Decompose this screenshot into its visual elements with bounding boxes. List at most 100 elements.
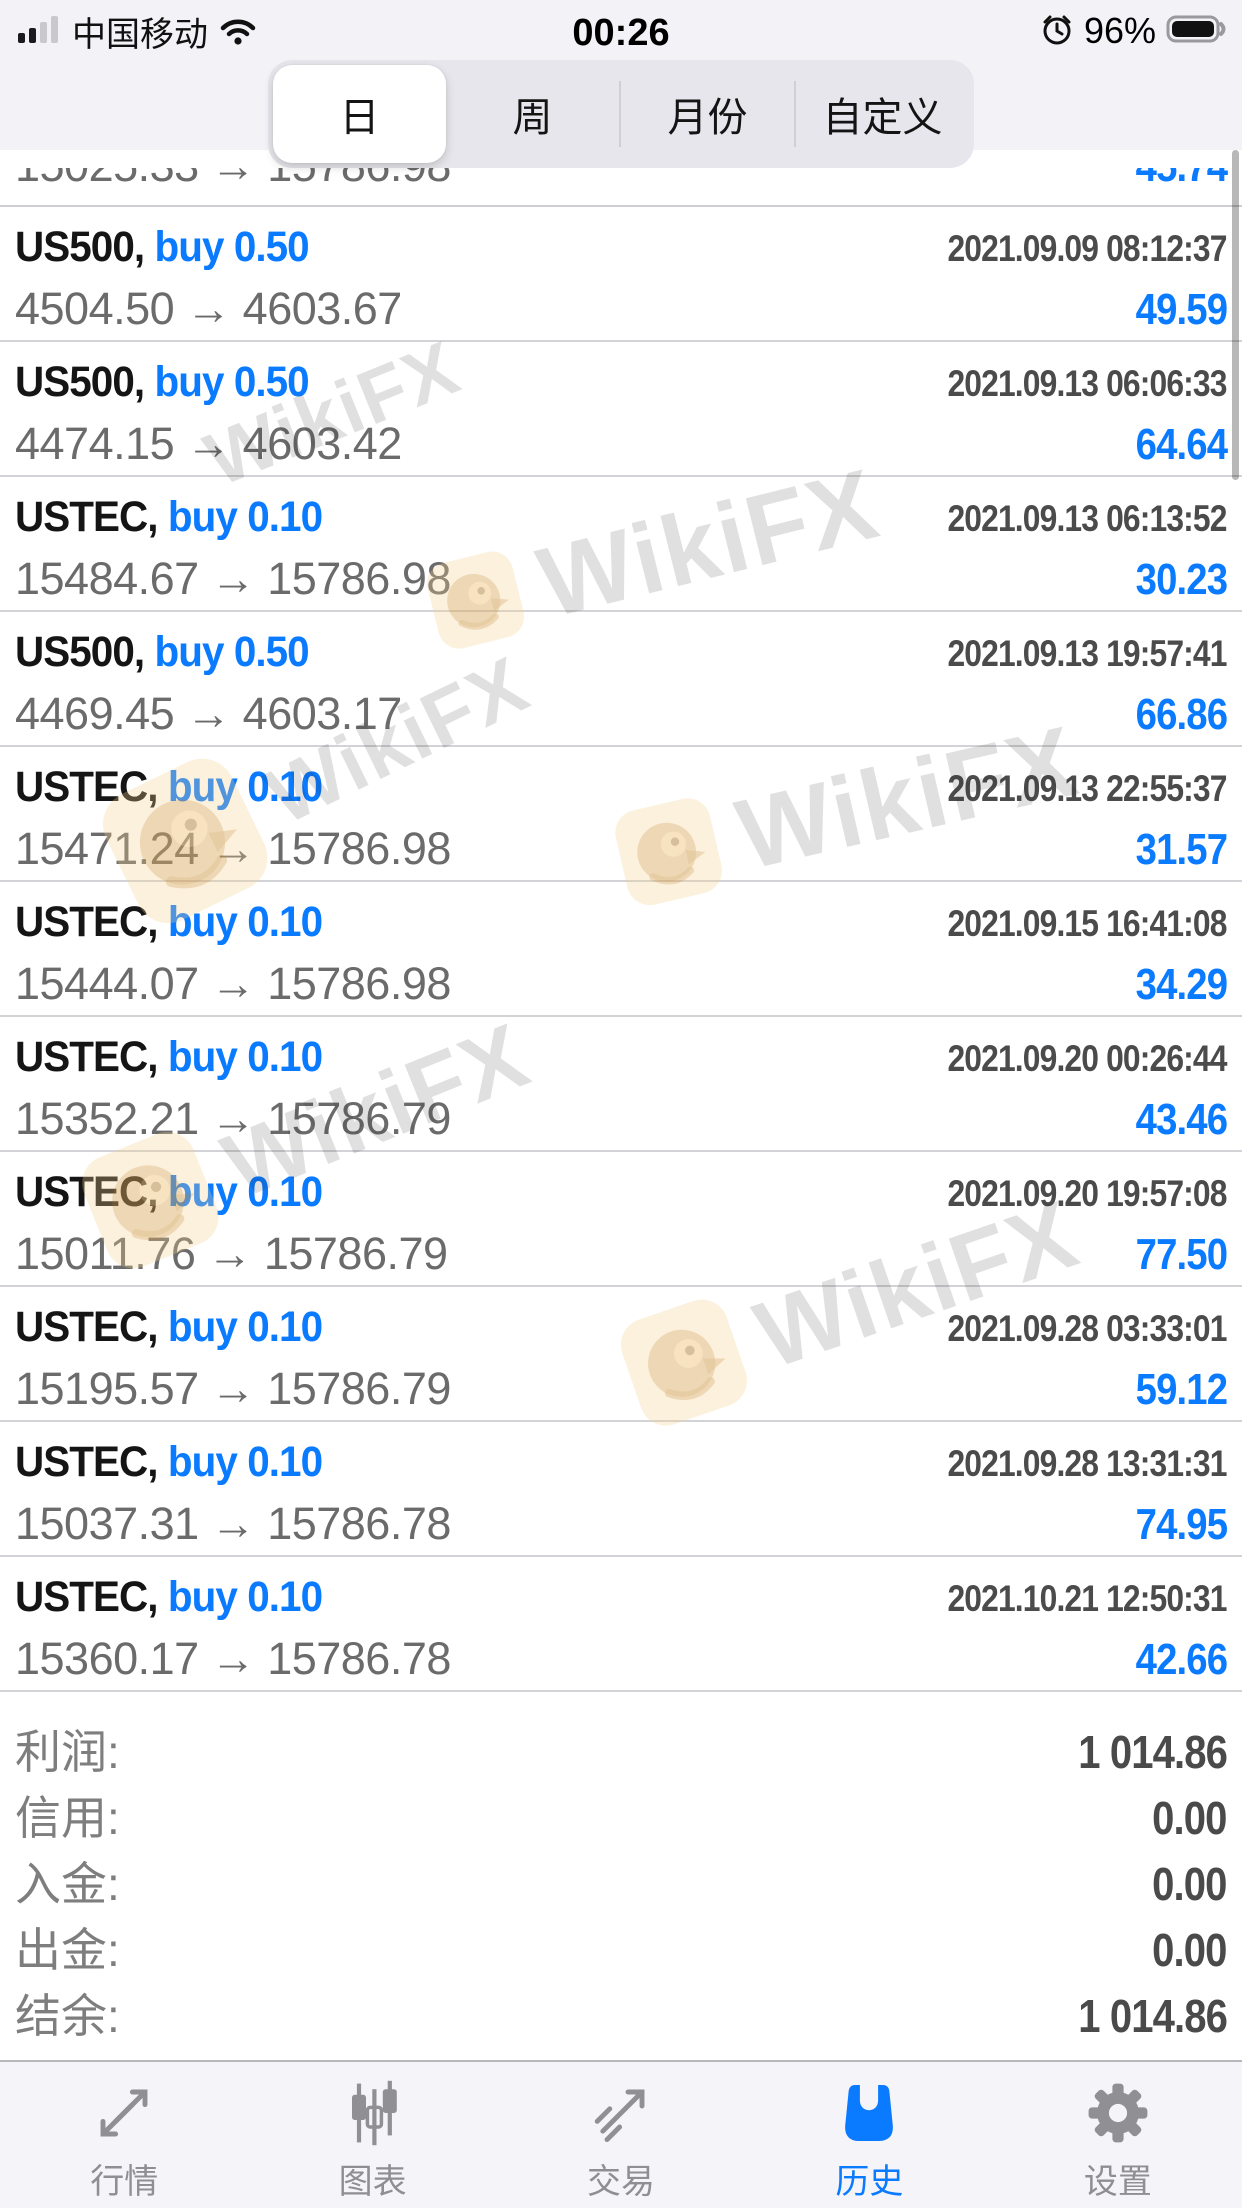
wifi-icon [218,13,258,50]
summary-label: 利润: [15,1726,120,1778]
clock-time: 00:26 [572,12,670,54]
trade-profit: 34.29 [1135,960,1228,1009]
trade-arrow-icon [584,2076,658,2150]
trade-side-volume: buy 0.10 [167,1438,323,1486]
tab-settings[interactable]: 设置 [994,2062,1242,2208]
trade-symbol: USTEC, buy 0.10 [15,1168,323,1216]
trade-prices: 4469.45 → 4603.17 [15,688,402,739]
period-segmented-control: 日 周 月份 自定义 [268,60,974,168]
trade-profit: 77.50 [1135,1230,1228,1279]
trade-datetime: 2021.09.20 00:26:44 [947,1038,1228,1079]
summary-row: 利润: 1 014.86 [0,1716,1242,1782]
tab-quotes-label: 行情 [90,2163,159,2201]
summary-row: 结余: 1 014.86 [0,1980,1242,2046]
tab-quotes[interactable]: 行情 [0,2062,248,2208]
trade-symbol: USTEC, buy 0.10 [15,763,323,811]
summary-row: 入金: 0.00 [0,1848,1242,1914]
trade-datetime: 2021.09.28 13:31:31 [947,1443,1228,1484]
segment-divider [619,81,621,147]
trade-datetime: 2021.09.28 03:33:01 [947,1308,1228,1349]
quotes-arrows-icon [87,2076,161,2150]
trade-datetime: 2021.09.13 06:06:33 [947,363,1228,404]
trade-side-volume: buy 0.50 [154,628,309,676]
trade-symbol: USTEC, buy 0.10 [15,1303,323,1351]
tab-charts-label: 图表 [338,2163,407,2201]
trade-prices: 15360.17 → 15786.78 [15,1633,451,1684]
segment-custom-label: 自定义 [822,96,943,140]
trade-side-volume: buy 0.10 [167,1303,323,1351]
battery-percent-label: 96% [1083,10,1156,51]
trade-prices: 15444.07 → 15786.98 [15,958,451,1009]
signal-bars-icon [18,14,62,49]
trade-row[interactable]: USTEC, buy 0.10 2021.09.28 03:33:01 15195.… [0,1287,1242,1422]
summary-label: 结余: [15,1990,120,2042]
tab-settings-label: 设置 [1083,2163,1152,2201]
trade-row-clipped[interactable]: 15025.33 → 15786.98 45.74 [0,168,1242,207]
trade-datetime: 2021.09.13 19:57:41 [947,633,1228,674]
segment-day-label: 日 [339,96,380,140]
trade-row[interactable]: USTEC, buy 0.10 2021.09.20 19:57:08 15011.… [0,1152,1242,1287]
candlestick-chart-icon [336,2076,410,2150]
trade-symbol: USTEC, buy 0.10 [15,1573,323,1621]
summary-row: 信用: 0.00 [0,1782,1242,1848]
summary-value: 0.00 [1152,1858,1228,1910]
segment-week-label: 周 [512,96,553,140]
tab-trade-label: 交易 [587,2163,656,2201]
trade-side-volume: buy 0.10 [167,1168,323,1216]
segment-day[interactable]: 日 [273,65,446,163]
segment-month-label: 月份 [667,96,748,140]
trade-profit: 74.95 [1135,1500,1228,1549]
trade-row[interactable]: USTEC, buy 0.10 2021.09.15 16:41:08 15444.… [0,882,1242,1017]
trade-profit: 64.64 [1135,420,1228,469]
trade-side-volume: buy 0.10 [167,1573,323,1621]
trade-symbol: USTEC, buy 0.10 [15,1033,323,1081]
tab-charts[interactable]: 图表 [248,2062,496,2208]
segment-custom[interactable]: 自定义 [796,65,969,163]
summary-value: 0.00 [1152,1924,1228,1976]
trade-row[interactable]: USTEC, buy 0.10 2021.10.21 12:50:31 15360.… [0,1557,1242,1692]
trade-side-volume: buy 0.50 [154,223,309,271]
trade-profit: 45.74 [1136,168,1228,192]
tab-history[interactable]: 历史 [745,2062,993,2208]
summary-label: 出金: [15,1924,120,1976]
trade-profit: 43.46 [1135,1095,1228,1144]
trade-symbol: USTEC, buy 0.10 [15,1438,323,1486]
trade-symbol: US500, buy 0.50 [15,223,310,271]
trade-prices: 15195.57 → 15786.79 [15,1363,451,1414]
trade-row[interactable]: USTEC, buy 0.10 2021.09.28 13:31:31 15037.… [0,1422,1242,1557]
segment-week[interactable]: 周 [446,65,619,163]
summary-label: 信用: [15,1792,120,1844]
trade-row[interactable]: USTEC, buy 0.10 2021.09.20 00:26:44 15352.… [0,1017,1242,1152]
trade-datetime: 2021.09.13 06:13:52 [947,498,1228,539]
scroll-indicator[interactable] [1232,150,1239,480]
trade-side-volume: buy 0.50 [154,358,309,406]
trade-row[interactable]: USTEC, buy 0.10 2021.09.13 06:13:52 15484.… [0,477,1242,612]
trade-profit: 49.59 [1135,285,1228,334]
trade-symbol: USTEC, buy 0.10 [15,493,323,541]
trade-profit: 31.57 [1135,825,1228,874]
trade-side-volume: buy 0.10 [167,1033,323,1081]
trade-row[interactable]: US500, buy 0.50 2021.09.13 06:06:33 4474.1… [0,342,1242,477]
trade-datetime: 2021.09.09 08:12:37 [947,228,1228,269]
segment-month[interactable]: 月份 [621,65,794,163]
trade-symbol: USTEC, buy 0.10 [15,898,323,946]
trade-profit: 66.86 [1135,690,1228,739]
trade-row[interactable]: USTEC, buy 0.10 2021.09.13 22:55:37 15471.… [0,747,1242,882]
bottom-tab-bar: 行情 图表 [0,2060,1242,2208]
account-summary: 利润: 1 014.86 信用: 0.00 入金: 0.00 出金: 0.00 结余: 1 014… [0,1690,1242,2046]
trade-profit: 42.66 [1135,1635,1228,1684]
trade-prices: 15471.24 → 15786.98 [15,823,451,874]
trade-row[interactable]: US500, buy 0.50 2021.09.13 19:57:41 4469.4… [0,612,1242,747]
trade-row[interactable]: US500, buy 0.50 2021.09.09 08:12:37 4504.5… [0,207,1242,342]
status-bar: 中国移动 00:26 96% [0,0,1242,62]
trade-symbol: US500, buy 0.50 [15,628,310,676]
summary-value: 0.00 [1152,1792,1228,1844]
history-tray-icon [832,2076,906,2150]
history-list: 15025.33 → 15786.98 45.74 US500, buy 0.5… [0,168,1242,1692]
trade-side-volume: buy 0.10 [167,763,323,811]
trade-prices: 15037.31 → 15786.78 [15,1498,451,1549]
trade-prices: 15011.76 → 15786.79 [15,1228,448,1279]
tab-trade[interactable]: 交易 [497,2062,745,2208]
battery-icon [1166,13,1228,50]
alarm-clock-icon [1040,12,1074,51]
